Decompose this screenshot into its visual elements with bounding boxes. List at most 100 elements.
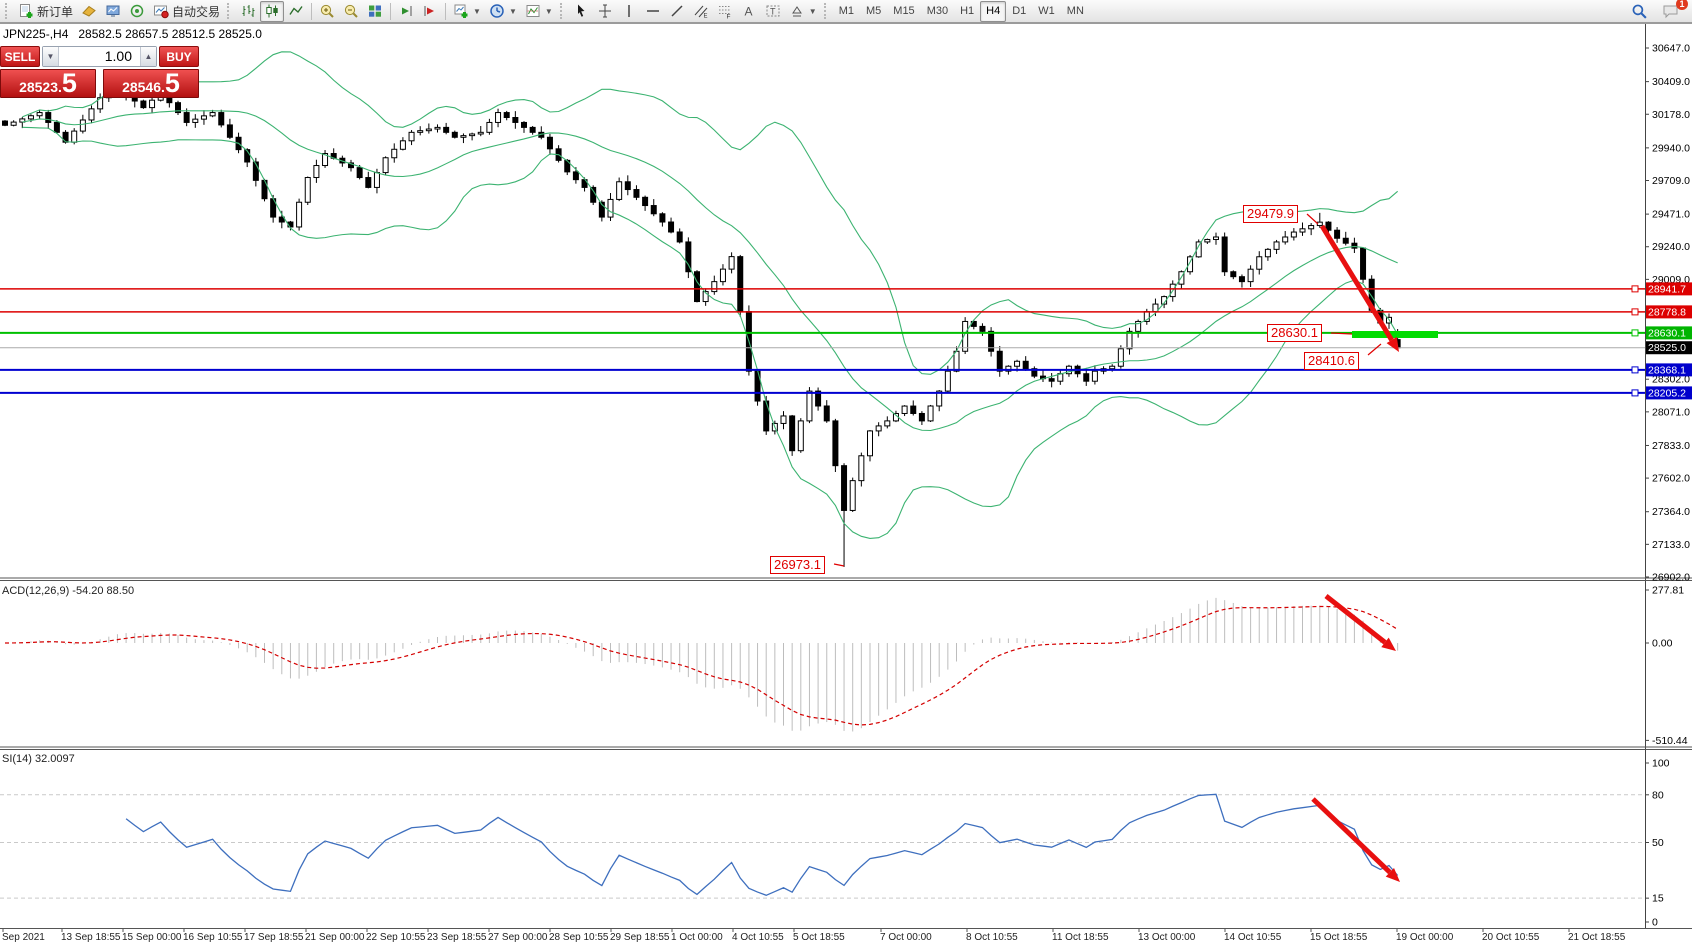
annotations-layer bbox=[833, 213, 1400, 882]
one-click-trading-panel: SELL ▼ 1.00 ▲ BUY 28523. 5 28546. 5 bbox=[0, 46, 199, 98]
timeframe-M1[interactable]: M1 bbox=[838, 5, 854, 17]
text-tool-button[interactable]: A bbox=[737, 1, 761, 22]
notification-badge: 1 bbox=[1676, 0, 1688, 10]
svg-text:0: 0 bbox=[1652, 917, 1658, 929]
green-highlight-segment[interactable] bbox=[1352, 331, 1438, 338]
autotrading-button[interactable]: 自动交易 bbox=[149, 1, 224, 22]
chart-shift-button[interactable] bbox=[418, 1, 442, 22]
fibonacci-tool-button[interactable]: F bbox=[713, 1, 737, 22]
timeframe-MN[interactable]: MN bbox=[1066, 5, 1084, 17]
zoom-out-button[interactable] bbox=[339, 1, 363, 22]
zoom-in-button[interactable] bbox=[315, 1, 339, 22]
annotation-mid-level[interactable]: 28630.1 bbox=[1267, 324, 1322, 342]
timeframe-M15[interactable]: M15 bbox=[893, 5, 915, 17]
tile-windows-button[interactable] bbox=[363, 1, 387, 22]
volume-increase-button[interactable]: ▲ bbox=[140, 47, 156, 66]
auto-scroll-button[interactable] bbox=[394, 1, 418, 22]
bollinger-bands-layer bbox=[22, 51, 1399, 539]
timeframe-W1[interactable]: W1 bbox=[1038, 5, 1055, 17]
annotation-peak-price[interactable]: 29479.9 bbox=[1243, 205, 1298, 223]
text-label-tool-button[interactable]: T bbox=[761, 1, 785, 22]
date-axis[interactable]: Sep 2021 13 Sep 18:55 15 Sep 00:00 16 Sep 1… bbox=[2, 929, 1626, 943]
fibonacci-icon: F bbox=[718, 6, 731, 19]
svg-text:80: 80 bbox=[1652, 789, 1664, 801]
signals-icon bbox=[130, 4, 144, 18]
line-chart-button[interactable] bbox=[284, 1, 308, 22]
equidistant-channel-icon: E bbox=[694, 5, 707, 19]
rsi-line bbox=[125, 793, 1399, 896]
annotation-low-level[interactable]: 28410.6 bbox=[1304, 352, 1359, 370]
bollinger-lower-line bbox=[22, 126, 1399, 539]
svg-text:100: 100 bbox=[1652, 758, 1670, 770]
svg-text:15: 15 bbox=[1652, 893, 1664, 905]
svg-text:29940.0: 29940.0 bbox=[1652, 142, 1690, 154]
profiles-button[interactable]: ▼ bbox=[485, 1, 521, 22]
signals-button[interactable] bbox=[125, 1, 149, 22]
svg-text:28368.1: 28368.1 bbox=[1648, 364, 1686, 376]
indicators-button[interactable]: ▼ bbox=[521, 1, 557, 22]
vertical-line-tool-button[interactable] bbox=[617, 1, 641, 22]
timeframe-M5[interactable]: M5 bbox=[866, 5, 882, 17]
zoom-out-icon bbox=[344, 4, 358, 18]
volume-field[interactable]: 1.00 bbox=[104, 48, 132, 64]
timeframe-H1[interactable]: H1 bbox=[960, 5, 975, 17]
notifications-button[interactable]: 1 bbox=[1658, 0, 1688, 22]
timeframe-D1[interactable]: D1 bbox=[1012, 5, 1027, 17]
volume-stepper: ▼ 1.00 ▲ bbox=[42, 46, 157, 67]
search-button[interactable] bbox=[1627, 1, 1652, 22]
horizontal-line-tool-button[interactable] bbox=[641, 1, 665, 22]
svg-text:15 Sep 00:00: 15 Sep 00:00 bbox=[122, 932, 182, 943]
toolbar-right: 1 bbox=[1627, 0, 1690, 22]
zoom-in-icon bbox=[320, 4, 334, 18]
sell-price-button[interactable]: 28523. 5 bbox=[0, 69, 96, 98]
svg-text:8 Oct 10:55: 8 Oct 10:55 bbox=[966, 932, 1018, 943]
sell-button[interactable]: SELL bbox=[0, 46, 40, 67]
bollinger-upper-line bbox=[22, 51, 1399, 375]
toolbar: 新订单 自动交易 bbox=[0, 0, 1692, 23]
svg-text:28630.1: 28630.1 bbox=[1648, 327, 1686, 339]
timeframe-M30[interactable]: M30 bbox=[926, 5, 949, 17]
group-handle[interactable] bbox=[559, 3, 566, 19]
new-order-button[interactable]: 新订单 bbox=[14, 1, 77, 22]
arrows-tool-button[interactable]: ▼ bbox=[785, 1, 821, 22]
chart-window-button[interactable] bbox=[101, 1, 125, 22]
candlestick-chart-button[interactable] bbox=[260, 0, 285, 22]
rsi-axis[interactable]: 100 80 50 15 0 bbox=[1645, 758, 1670, 929]
group-handle[interactable] bbox=[227, 3, 233, 19]
bar-chart-icon bbox=[242, 5, 255, 17]
trendline-tool-button[interactable] bbox=[665, 1, 689, 22]
chart-title: JPN225-,H4 28582.5 28657.5 28512.5 28525.… bbox=[3, 27, 262, 41]
svg-text:4 Oct 10:55: 4 Oct 10:55 bbox=[732, 932, 784, 943]
annotation-bottom-price[interactable]: 26973.1 bbox=[770, 556, 825, 574]
svg-text:30409.0: 30409.0 bbox=[1652, 76, 1690, 88]
bar-chart-button[interactable] bbox=[236, 1, 260, 22]
cursor-tool-button[interactable] bbox=[569, 1, 593, 22]
buy-button[interactable]: BUY bbox=[159, 46, 199, 67]
buy-price-main: 28546. bbox=[122, 79, 165, 95]
pane-splitter-macd[interactable] bbox=[0, 576, 1692, 582]
price-axis[interactable]: 30647.0 30409.0 30178.0 29940.0 29709.0 29471… bbox=[1645, 43, 1692, 584]
buy-price-button[interactable]: 28546. 5 bbox=[103, 69, 199, 98]
market-watch-button[interactable] bbox=[77, 1, 101, 22]
price-levels-layer bbox=[0, 285, 1645, 397]
pane-splitter-rsi[interactable] bbox=[0, 745, 1692, 751]
svg-text:29709.0: 29709.0 bbox=[1652, 175, 1690, 187]
macd-signal-line bbox=[4, 605, 1398, 726]
new-chart-button[interactable]: ▼ bbox=[449, 1, 485, 22]
crosshair-tool-button[interactable] bbox=[593, 1, 617, 22]
svg-text:28 Sep 10:55: 28 Sep 10:55 bbox=[549, 932, 609, 943]
autotrading-icon bbox=[154, 5, 169, 19]
macd-axis[interactable]: 277.81 0.00 -510.44 bbox=[1645, 584, 1688, 747]
timeframe-H4[interactable]: H4 bbox=[980, 0, 1007, 22]
svg-text:-510.44: -510.44 bbox=[1652, 735, 1688, 747]
group-handle[interactable] bbox=[823, 3, 830, 19]
chart-window-icon bbox=[106, 5, 120, 17]
toolbar-drag-handle[interactable] bbox=[5, 3, 11, 19]
tile-windows-icon bbox=[369, 5, 382, 17]
svg-text:23 Sep 18:55: 23 Sep 18:55 bbox=[427, 932, 487, 943]
volume-decrease-button[interactable]: ▼ bbox=[43, 47, 59, 66]
market-watch-icon bbox=[82, 5, 96, 17]
equidistant-channel-tool-button[interactable]: E bbox=[689, 1, 713, 22]
